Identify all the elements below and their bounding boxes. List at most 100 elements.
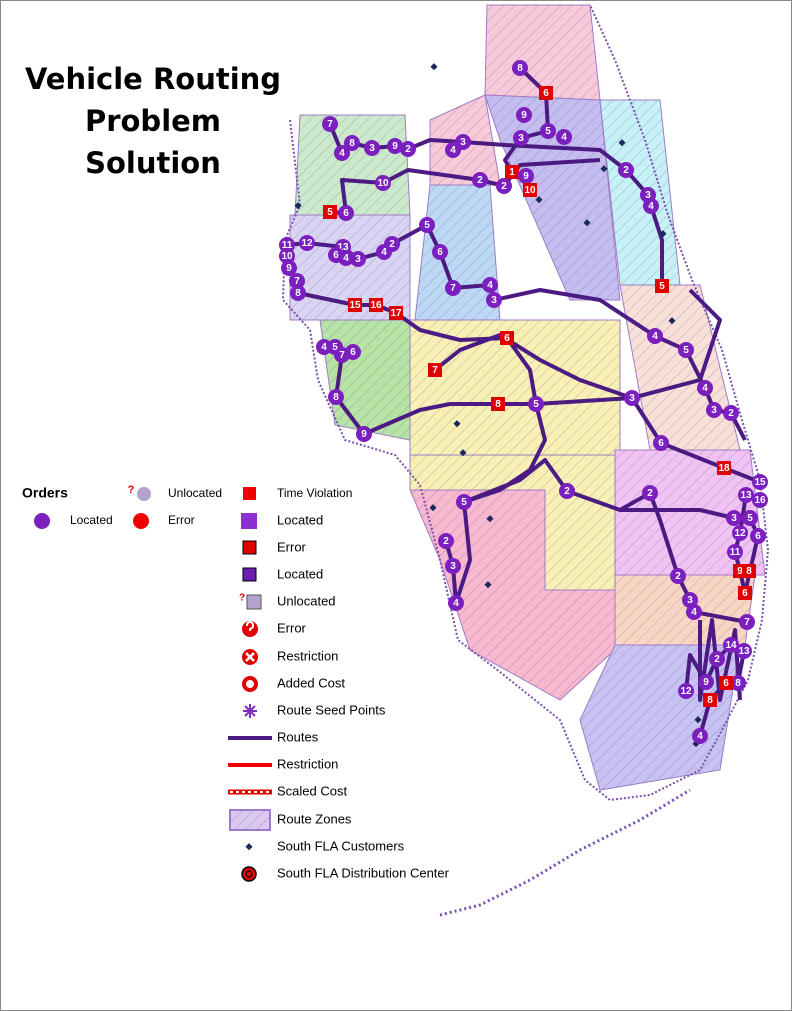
order-marker (698, 674, 714, 690)
legend-symbol (137, 487, 151, 501)
legend-label: Route Zones (277, 811, 352, 826)
stop-label: 9 (523, 171, 529, 182)
order-marker (559, 483, 575, 499)
legend-label: Scaled Cost (277, 783, 347, 798)
keys (439, 788, 691, 917)
stop-label: 6 (543, 88, 549, 99)
order-marker (540, 123, 556, 139)
order-marker (518, 168, 534, 184)
stop-label: 9 (361, 429, 367, 440)
order-marker (678, 683, 694, 699)
stop-label: 2 (405, 144, 411, 155)
stop-label: 8 (746, 566, 752, 577)
order-marker (438, 533, 454, 549)
violation-marker (348, 298, 362, 312)
order-marker (448, 595, 464, 611)
stop-label: 2 (443, 536, 449, 547)
order-marker (290, 285, 306, 301)
stop-label: 2 (623, 165, 629, 176)
order-marker (387, 138, 403, 154)
legend-label: Added Cost (277, 675, 345, 690)
zone-hatch (290, 215, 410, 320)
order-marker (328, 389, 344, 405)
stop-label: 3 (731, 513, 737, 524)
stop-label: 10 (281, 251, 293, 262)
unlocated-mark: ? (128, 484, 135, 496)
stop-label: 10 (524, 185, 536, 196)
order-marker (486, 292, 502, 308)
stop-label: 4 (702, 383, 708, 394)
order-marker (750, 528, 766, 544)
violation-marker (742, 564, 756, 578)
coastline (281, 4, 770, 802)
legend-label: Located (277, 512, 323, 527)
legend-label: Route Seed Points (277, 702, 386, 717)
stop-label: 3 (645, 190, 651, 201)
order-marker (281, 260, 297, 276)
legend-label: Routes (277, 729, 319, 744)
legend-symbol (245, 870, 253, 878)
stop-label: 6 (437, 247, 443, 258)
violation-marker (369, 298, 383, 312)
stop-label: 6 (350, 347, 356, 358)
order-marker (279, 248, 295, 264)
stop-label: 12 (301, 238, 313, 249)
violation-marker (491, 397, 505, 411)
stop-label: 12 (680, 686, 692, 697)
order-marker (279, 237, 295, 253)
violation-marker (655, 279, 669, 293)
stop-label: 9 (392, 141, 398, 152)
legend-symbol (34, 513, 50, 529)
title: Vehicle Routing Problem Solution (24, 62, 282, 180)
stop-label: 4 (561, 132, 567, 143)
stop-label: 6 (723, 678, 729, 689)
legend-heading: Orders (22, 485, 68, 501)
customer (429, 504, 437, 512)
violation-marker (505, 165, 519, 179)
order-marker (727, 544, 743, 560)
order-marker (752, 474, 768, 490)
order-marker (364, 140, 380, 156)
zone-hatch (615, 575, 755, 645)
order-marker (647, 328, 663, 344)
stop-label: 6 (742, 588, 748, 599)
zone-hatch (410, 320, 620, 455)
order-marker (350, 251, 366, 267)
stop-label: 8 (517, 63, 523, 74)
stop-label: 4 (343, 253, 349, 264)
zone-hatch (615, 450, 765, 575)
stop-label: 4 (450, 145, 456, 156)
violation-marker (428, 363, 442, 377)
unlocated-mark: ? (239, 593, 245, 604)
order-marker (692, 728, 708, 744)
stop-label: 1 (509, 167, 515, 178)
customer (453, 420, 461, 428)
order-marker (345, 344, 361, 360)
stop-label: 7 (294, 276, 300, 287)
stop-label: 8 (495, 399, 501, 410)
legend-symbol (243, 704, 257, 718)
stop-label: 17 (390, 308, 402, 319)
violation-marker (703, 693, 717, 707)
stop-label: 3 (711, 405, 717, 416)
zone-hatch (295, 115, 410, 215)
stop-label: 9 (737, 566, 743, 577)
customer (535, 196, 543, 204)
stop-label: 3 (491, 295, 497, 306)
customer (486, 515, 494, 523)
stop-label: 5 (683, 345, 689, 356)
order-marker (516, 107, 532, 123)
stop-label: 7 (339, 350, 345, 361)
order-marker (338, 250, 354, 266)
legend-symbol (133, 513, 149, 529)
order-marker (445, 280, 461, 296)
order-marker (432, 244, 448, 260)
stop-label: 13 (337, 242, 349, 253)
customer (668, 317, 676, 325)
stop-label: 3 (369, 143, 375, 154)
order-marker (445, 558, 461, 574)
stop-label: 12 (734, 528, 746, 539)
violation-marker (500, 331, 514, 345)
legend-label: Time Violation (277, 486, 352, 500)
